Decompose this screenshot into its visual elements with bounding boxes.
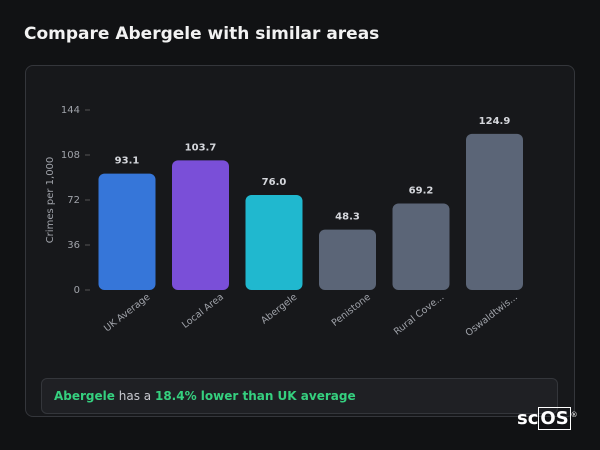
logo: sc OS ®: [517, 407, 578, 430]
y-tick-label: 144: [61, 105, 80, 116]
y-tick-label: 0: [74, 285, 80, 296]
summary-highlight: 18.4% lower than UK average: [154, 389, 356, 403]
value-label: 48.3: [335, 212, 360, 223]
logo-mark: ®: [570, 411, 578, 419]
x-tick-label: Oswaldtwis...: [464, 292, 520, 339]
summary: Abergele has a 18.4% lower than UK avera…: [41, 378, 558, 414]
logo-part: OS: [538, 407, 571, 430]
value-label: 103.7: [185, 142, 217, 153]
summary-area: Abergele: [54, 389, 115, 403]
logo-part: sc: [517, 408, 539, 429]
x-tick-label: Penistone: [330, 292, 373, 329]
x-tick-label: Rural Cove...: [392, 292, 446, 338]
value-label: 124.9: [479, 116, 511, 127]
value-label: 69.2: [409, 186, 434, 197]
x-tick-label: Abergele: [259, 292, 299, 327]
bar: [466, 133, 523, 290]
y-axis-label: Crimes per 1,000: [45, 157, 56, 244]
x-tick-label: Local Area: [180, 292, 226, 331]
x-tick-label: UK Average: [102, 292, 152, 335]
y-tick-label: 36: [67, 240, 80, 251]
bar: [392, 203, 450, 290]
y-tick-label: 72: [67, 195, 80, 206]
bar: [319, 229, 376, 290]
value-label: 76.0: [262, 177, 287, 188]
chart-title: Compare Abergele with similar areas: [24, 24, 380, 44]
value-label: 93.1: [115, 156, 140, 167]
summary-text: has a: [118, 389, 152, 403]
y-tick-label: 108: [61, 150, 80, 161]
bar: [98, 173, 156, 290]
bar: [245, 195, 303, 290]
bar: [172, 160, 229, 290]
